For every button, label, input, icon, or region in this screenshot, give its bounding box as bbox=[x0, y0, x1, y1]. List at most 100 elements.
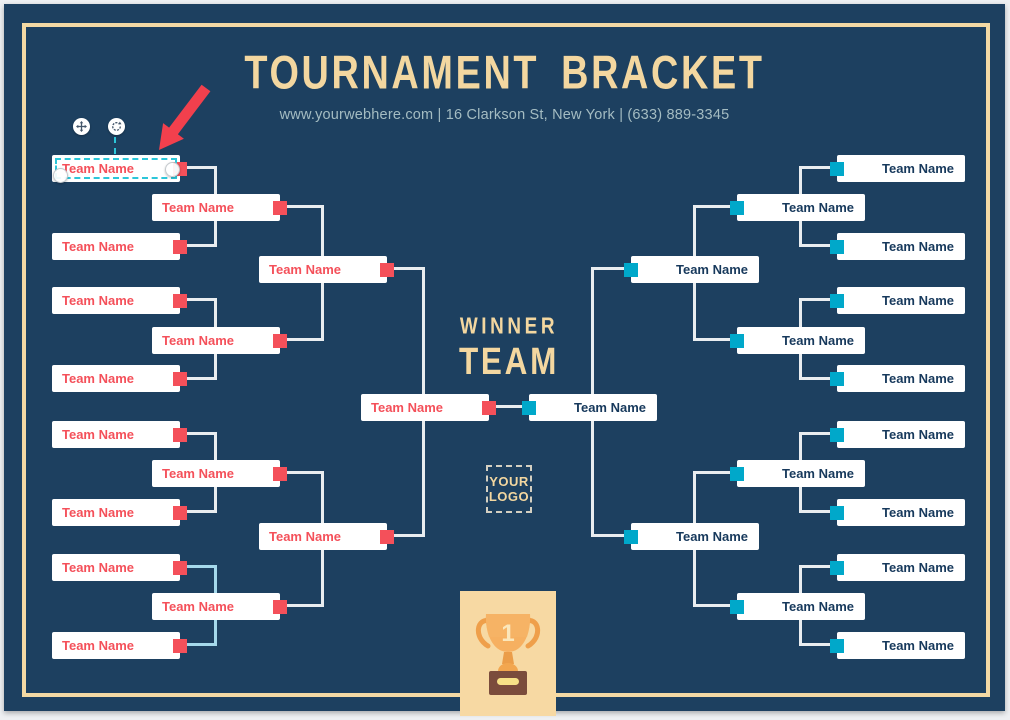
seed-marker-teal bbox=[730, 200, 744, 215]
connector-line bbox=[694, 338, 737, 341]
team-name-label: Team Name bbox=[62, 161, 135, 176]
team-box-left-r2-3[interactable]: Team Name bbox=[152, 460, 287, 487]
trophy-panel: 1 bbox=[460, 591, 556, 716]
connector-line bbox=[694, 604, 737, 607]
connector-line bbox=[800, 643, 841, 646]
trophy-icon: 1 bbox=[476, 614, 540, 695]
team-name-label: Team Name bbox=[881, 161, 954, 176]
team-name-label: Team Name bbox=[881, 239, 954, 254]
winner-label: WINNER TEAM bbox=[424, 314, 594, 383]
seed-marker-red bbox=[173, 505, 187, 520]
team-box-right-r3-2[interactable]: Team Name bbox=[624, 523, 759, 550]
seed-marker-teal bbox=[830, 293, 844, 308]
seed-marker-red bbox=[482, 400, 496, 415]
team-box-right-r2-1[interactable]: Team Name bbox=[730, 194, 865, 221]
team-name-label: Team Name bbox=[573, 400, 646, 415]
rotate-handle-connector bbox=[114, 137, 116, 154]
seed-marker-teal bbox=[830, 638, 844, 653]
team-box-right-r1-5[interactable]: Team Name bbox=[830, 421, 965, 448]
seed-marker-red bbox=[173, 293, 187, 308]
team-name-label: Team Name bbox=[162, 466, 235, 481]
team-box-right-r3-1[interactable]: Team Name bbox=[624, 256, 759, 283]
connector-line bbox=[176, 432, 217, 435]
team-box-left-r1-3[interactable]: Team Name bbox=[52, 287, 187, 314]
team-name-label: Team Name bbox=[881, 638, 954, 653]
seed-marker-teal bbox=[830, 239, 844, 254]
seed-marker-teal bbox=[830, 161, 844, 176]
team-name-label: Team Name bbox=[371, 400, 444, 415]
rotate-handle-button[interactable] bbox=[108, 118, 125, 135]
team-name-label: Team Name bbox=[269, 529, 342, 544]
connector-line bbox=[800, 298, 841, 301]
seed-marker-red bbox=[173, 427, 187, 442]
team-name-label: Team Name bbox=[62, 427, 135, 442]
team-box-left-r1-8[interactable]: Team Name bbox=[52, 632, 187, 659]
team-name-label: Team Name bbox=[881, 371, 954, 386]
team-box-right-r1-8[interactable]: Team Name bbox=[830, 632, 965, 659]
seed-marker-teal bbox=[830, 505, 844, 520]
connector-line bbox=[280, 338, 324, 341]
connector-line bbox=[176, 565, 217, 568]
logo-placeholder[interactable]: YOUR LOGO bbox=[486, 465, 532, 513]
connector-line bbox=[176, 166, 217, 169]
logo-text-line2: LOGO bbox=[488, 489, 530, 504]
team-name-label: Team Name bbox=[62, 293, 135, 308]
team-box-right-r1-6[interactable]: Team Name bbox=[830, 499, 965, 526]
resize-handle[interactable] bbox=[165, 162, 180, 177]
connector-line bbox=[593, 534, 631, 537]
connector-line bbox=[280, 604, 324, 607]
resize-handle[interactable] bbox=[53, 168, 68, 183]
logo-text-line1: YOUR bbox=[489, 474, 529, 489]
seed-marker-red bbox=[173, 239, 187, 254]
team-box-right-r2-2[interactable]: Team Name bbox=[730, 327, 865, 354]
connector-line bbox=[800, 244, 841, 247]
team-box-left-r1-6[interactable]: Team Name bbox=[52, 499, 187, 526]
team-box-left-r1-5[interactable]: Team Name bbox=[52, 421, 187, 448]
seed-marker-red bbox=[380, 529, 394, 544]
team-box-left-r1-4[interactable]: Team Name bbox=[52, 365, 187, 392]
team-name-label: Team Name bbox=[881, 505, 954, 520]
team-box-left-r3-2[interactable]: Team Name bbox=[259, 523, 394, 550]
team-box-left-r1-2[interactable]: Team Name bbox=[52, 233, 187, 260]
seed-marker-teal bbox=[522, 400, 536, 415]
move-handle-button[interactable] bbox=[73, 118, 90, 135]
team-box-left-r3-1[interactable]: Team Name bbox=[259, 256, 394, 283]
connector-line bbox=[800, 510, 841, 513]
team-name-label: Team Name bbox=[781, 599, 854, 614]
team-box-left-r2-1[interactable]: Team Name bbox=[152, 194, 287, 221]
team-box-left-r2-4[interactable]: Team Name bbox=[152, 593, 287, 620]
seed-marker-red bbox=[173, 371, 187, 386]
team-name-label: Team Name bbox=[881, 427, 954, 442]
team-box-right-r1-4[interactable]: Team Name bbox=[830, 365, 965, 392]
team-box-right-r1-7[interactable]: Team Name bbox=[830, 554, 965, 581]
team-box-right-r1-1[interactable]: Team Name bbox=[830, 155, 965, 182]
team-box-right-r2-3[interactable]: Team Name bbox=[730, 460, 865, 487]
team-box-left-r1-7[interactable]: Team Name bbox=[52, 554, 187, 581]
team-name-label: Team Name bbox=[62, 560, 135, 575]
seed-marker-red bbox=[273, 333, 287, 348]
winner-label-bottom: TEAM bbox=[458, 340, 560, 383]
seed-marker-red bbox=[173, 638, 187, 653]
seed-marker-teal bbox=[624, 529, 638, 544]
team-name-label: Team Name bbox=[162, 200, 235, 215]
connector-line bbox=[593, 267, 631, 270]
seed-marker-teal bbox=[730, 333, 744, 348]
team-box-right-r1-3[interactable]: Team Name bbox=[830, 287, 965, 314]
team-box-left-final[interactable]: Team Name bbox=[361, 394, 496, 421]
team-box-left-r1-1[interactable]: Team Name bbox=[52, 155, 187, 183]
connector-line bbox=[488, 405, 529, 408]
team-box-left-r2-2[interactable]: Team Name bbox=[152, 327, 287, 354]
seed-marker-teal bbox=[830, 427, 844, 442]
connector-line bbox=[800, 377, 841, 380]
connector-line bbox=[387, 267, 425, 270]
team-box-right-r2-4[interactable]: Team Name bbox=[730, 593, 865, 620]
connector-line bbox=[280, 471, 324, 474]
team-name-label: Team Name bbox=[675, 262, 748, 277]
seed-marker-red bbox=[273, 200, 287, 215]
seed-marker-red bbox=[273, 466, 287, 481]
team-box-right-r1-2[interactable]: Team Name bbox=[830, 233, 965, 260]
team-box-right-final[interactable]: Team Name bbox=[522, 394, 657, 421]
team-name-label: Team Name bbox=[781, 200, 854, 215]
poster-title: TOURNAMENT BRACKET bbox=[244, 46, 765, 100]
team-name-label: Team Name bbox=[62, 505, 135, 520]
